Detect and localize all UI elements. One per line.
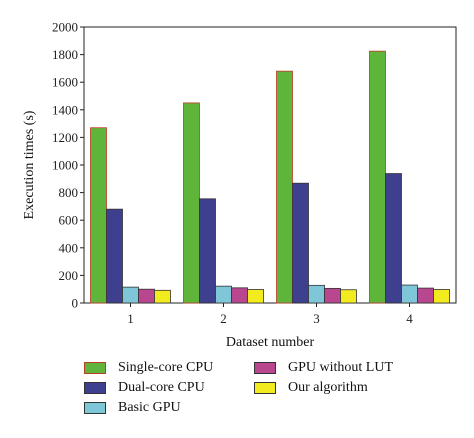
y-tick-label: 1200 <box>52 130 78 145</box>
y-tick-label: 1400 <box>52 102 78 117</box>
legend-item-basic-gpu: Basic GPU <box>84 400 181 416</box>
legend-swatch-single-core-cpu <box>84 362 106 374</box>
legend-label: Dual-core CPU <box>118 380 205 395</box>
bar-basic-gpu-dataset-1 <box>122 286 139 304</box>
legend-label: GPU without LUT <box>288 360 393 375</box>
legend-item-single-core-cpu: Single-core CPU <box>84 360 213 376</box>
y-tick-label: 600 <box>59 213 79 228</box>
legend-item-dual-core-cpu: Dual-core CPU <box>84 380 205 396</box>
x-tick-label: 1 <box>127 311 134 326</box>
legend-swatch-our-algorithm <box>254 382 276 394</box>
legend-label: Our algorithm <box>288 380 368 395</box>
bar-our-algorithm-dataset-1 <box>154 289 171 304</box>
bar-basic-gpu-dataset-2 <box>215 285 232 304</box>
x-axis-title: Dataset number <box>226 335 315 350</box>
y-tick-label: 400 <box>59 240 79 255</box>
y-axis-title: Execution times (s) <box>22 110 37 219</box>
bar-dual-core-cpu-dataset-2 <box>199 198 216 304</box>
y-tick-label: 1800 <box>52 47 78 62</box>
y-tick-label: 800 <box>59 185 79 200</box>
y-tick-label: 2000 <box>52 20 78 35</box>
x-tick-label: 3 <box>313 311 320 326</box>
bar-gpu-without-lut-dataset-3 <box>324 287 341 304</box>
x-tick-label: 2 <box>220 311 227 326</box>
y-tick-label: 1600 <box>52 75 78 90</box>
legend-swatch-basic-gpu <box>84 402 106 414</box>
bar-our-algorithm-dataset-2 <box>247 289 264 304</box>
bar-basic-gpu-dataset-3 <box>308 284 325 304</box>
y-tick-label: 0 <box>72 296 79 311</box>
legend-item-our-algorithm: Our algorithm <box>254 380 368 396</box>
legend-label: Basic GPU <box>118 400 181 415</box>
chart-legend: Single-core CPU Dual-core CPU Basic GPU … <box>84 360 464 430</box>
bar-gpu-without-lut-dataset-4 <box>417 287 434 304</box>
y-tick-label: 200 <box>59 268 79 283</box>
x-tick-label: 4 <box>406 311 413 326</box>
bar-gpu-without-lut-dataset-1 <box>138 288 155 304</box>
y-tick-label: 1000 <box>52 158 78 173</box>
y-axis-ticks: 0 200 400 600 800 1000 1200 1400 1600 1800 2000 <box>52 20 84 311</box>
bar-dual-core-cpu-dataset-3 <box>292 182 309 304</box>
bar-our-algorithm-dataset-3 <box>340 289 357 304</box>
legend-swatch-gpu-without-lut <box>254 362 276 374</box>
bar-series-group <box>90 50 450 304</box>
bar-dual-core-cpu-dataset-1 <box>106 208 123 304</box>
bar-single-core-cpu-dataset-4 <box>369 50 386 304</box>
x-axis-ticks: 1 2 3 4 <box>127 303 413 326</box>
bar-our-algorithm-dataset-4 <box>433 289 450 304</box>
bar-single-core-cpu-dataset-1 <box>90 127 107 304</box>
bar-single-core-cpu-dataset-2 <box>183 102 200 304</box>
bar-gpu-without-lut-dataset-2 <box>231 287 248 304</box>
bar-basic-gpu-dataset-4 <box>401 284 418 304</box>
bar-single-core-cpu-dataset-3 <box>276 70 293 304</box>
bar-dual-core-cpu-dataset-4 <box>385 173 402 304</box>
legend-swatch-dual-core-cpu <box>84 382 106 394</box>
legend-item-gpu-without-lut: GPU without LUT <box>254 360 393 376</box>
legend-label: Single-core CPU <box>118 360 214 375</box>
